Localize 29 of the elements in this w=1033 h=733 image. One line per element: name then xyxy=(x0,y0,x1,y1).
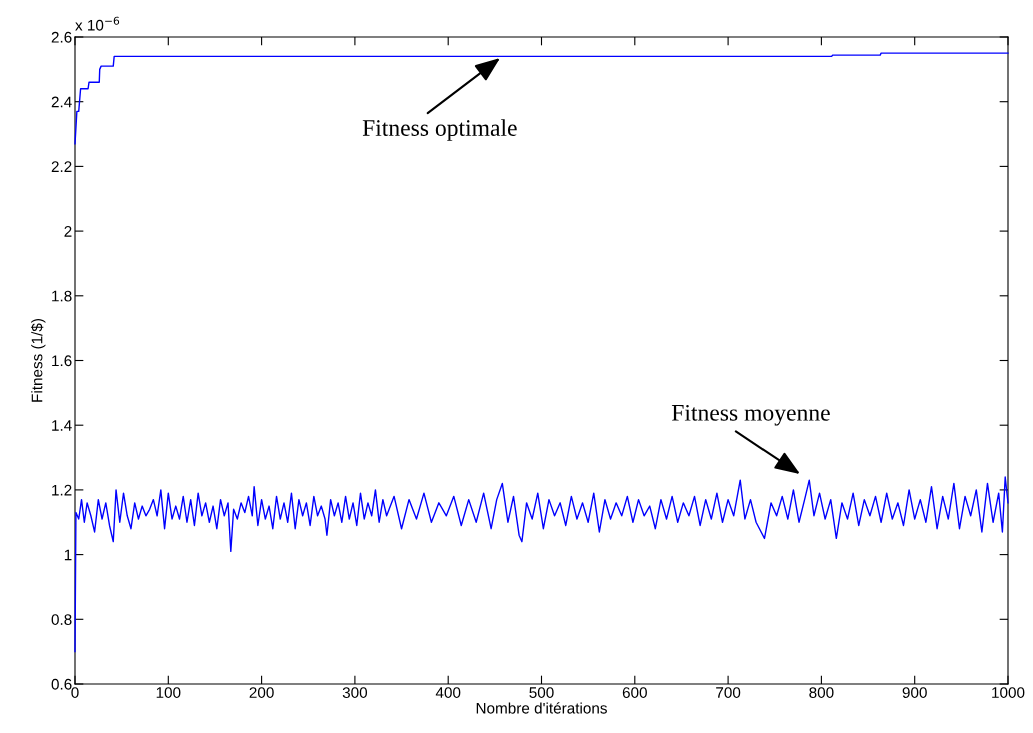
x-tick-label: 500 xyxy=(529,687,554,698)
annotation: Fitness optimale xyxy=(362,119,517,141)
y-tick-label: 2 xyxy=(64,225,72,237)
x-tick-label: 900 xyxy=(902,687,927,698)
x-axis-title: Nombre d'itérations xyxy=(476,702,607,714)
y-tick-label: 1.6 xyxy=(52,355,72,367)
y-tick-label: 1.8 xyxy=(52,290,72,302)
y-tick-label: 2.6 xyxy=(51,31,72,43)
y-axis-title: Fitness (1/$) xyxy=(30,318,46,402)
x-tick-label: 0 xyxy=(71,687,79,698)
x-tick-label: 800 xyxy=(809,687,834,698)
x-tick-label: 200 xyxy=(249,687,274,698)
line-series xyxy=(74,476,1009,653)
y-tick-label: 1.2 xyxy=(52,484,72,496)
x-tick-label: 100 xyxy=(156,687,181,698)
x-tick-label: 1000 xyxy=(992,687,1025,698)
x-tick-label: 300 xyxy=(342,687,368,698)
x-tick-label: 700 xyxy=(716,687,741,698)
y-tick-label: 1.4 xyxy=(52,420,72,431)
x-tick-label: 600 xyxy=(622,687,647,698)
annotation: Fitness moyenne xyxy=(671,404,830,426)
y-tick-label: 2.4 xyxy=(51,96,72,108)
text: x 10$^{−6}$ xyxy=(75,16,120,31)
y-tick-label: 1 xyxy=(64,549,72,561)
y-tick-label: 2.2 xyxy=(51,161,72,172)
x-tick-label: 400 xyxy=(435,687,461,698)
y-tick-label: 0.6 xyxy=(51,678,72,690)
line-series xyxy=(74,52,1009,145)
y-tick-label: 0.8 xyxy=(51,614,72,625)
